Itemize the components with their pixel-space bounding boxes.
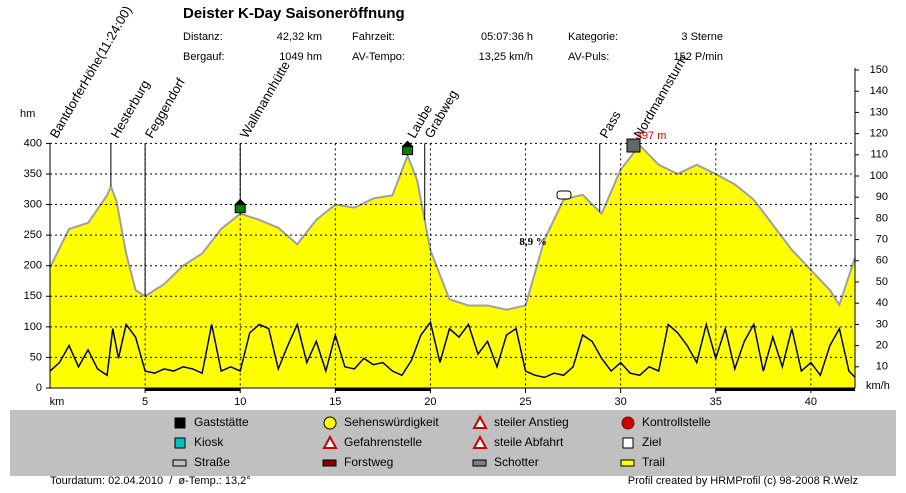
y2-tick-label: 110	[870, 149, 888, 161]
legend-label: Schotter	[494, 455, 539, 469]
y2-axis-label: km/h	[866, 380, 890, 392]
legend-label: steiler Anstieg	[494, 415, 569, 429]
legend-icon	[472, 434, 488, 449]
x-tick-label: 35	[710, 396, 722, 408]
legend-label: Forstweg	[344, 455, 393, 469]
x-tick-label: 40	[805, 396, 817, 408]
legend-swatch	[620, 459, 635, 467]
y-tick-label: 100	[24, 321, 42, 333]
stat-label: AV-Tempo:	[352, 51, 405, 63]
legend-swatch	[322, 459, 337, 467]
legend-icon	[323, 416, 337, 430]
stat-value: 152 P/min	[673, 51, 723, 63]
plot: 0 50 100 150 200 250 300 350 400 5 10 15 20 25 30 35 40 1…	[20, 3, 890, 408]
y-tick-label: 150	[24, 290, 42, 302]
gaststaette-roof	[401, 140, 414, 147]
legend-icon	[622, 437, 634, 449]
x-tick-label: 20	[424, 396, 436, 408]
stat-label: Fahrzeit:	[352, 31, 395, 43]
footer-left: Tourdatum: 02.04.2010 / ø-Temp.: 13,2°	[50, 475, 251, 487]
legend: Gaststätte Sehenswürdigkeit steiler Anstie…	[172, 414, 711, 469]
y2-tick-label: 60	[876, 255, 888, 267]
y2-tick-label: 130	[870, 106, 888, 118]
legend-icon	[322, 434, 338, 449]
gaststaette-roof	[234, 198, 247, 205]
y-tick-label: 300	[24, 198, 42, 210]
y2-tick-label: 80	[876, 212, 888, 224]
y2-tick-label: 40	[876, 297, 888, 309]
legend-icon	[174, 437, 186, 449]
legend-label: Ziel	[642, 435, 661, 449]
footer-right: Profil created by HRMProfil (c) 98-2008 …	[628, 475, 858, 487]
x-axis-label: km	[50, 396, 65, 408]
y-tick-label: 200	[24, 260, 42, 272]
surface-bar	[145, 388, 241, 391]
y-tick-label: 400	[24, 137, 42, 149]
y-axis-label: hm	[20, 108, 35, 120]
y-tick-label: 50	[30, 351, 42, 363]
legend-label: Trail	[642, 455, 665, 469]
x-tick-label: 30	[615, 396, 627, 408]
legend-label: Gaststätte	[194, 415, 249, 429]
annotation: 397 m	[636, 130, 667, 142]
stat-label: Bergauf:	[183, 51, 225, 63]
y2-tick-label: 140	[870, 85, 888, 97]
stat-value: 42,32 km	[277, 31, 322, 43]
stat-value: 13,25 km/h	[479, 51, 533, 63]
y2-tick-label: 10	[876, 361, 888, 373]
legend-swatch	[172, 459, 187, 467]
legend-icon	[472, 414, 488, 429]
x-tick-label: 15	[329, 396, 341, 408]
annotation: 8,9 %	[519, 236, 547, 248]
legend-label: Straße	[194, 455, 230, 469]
legend-label: Sehenswürdigkeit	[344, 415, 439, 429]
elevation-outline	[49, 143, 856, 311]
legend-icon	[621, 416, 635, 430]
tower-icon	[626, 138, 641, 153]
stat-value: 3 Sterne	[681, 31, 723, 43]
legend-label: steile Abfahrt	[494, 435, 564, 449]
stat-value: 05:07:36 h	[481, 31, 533, 43]
y-tick-label: 0	[36, 382, 42, 394]
surface-bar	[335, 388, 431, 391]
gaststaette-icon	[234, 204, 246, 214]
legend-swatch	[472, 459, 487, 467]
x-tick-label: 10	[234, 396, 246, 408]
legend-label: Gefahrenstelle	[344, 435, 422, 449]
y2-tick-label: 150	[870, 64, 888, 76]
surface-bar	[715, 388, 855, 391]
y2-tick-label: 30	[876, 318, 888, 330]
y2-tick-label: 70	[876, 234, 888, 246]
title: Deister K-Day Saisoneröffnung	[183, 5, 405, 22]
x-tick-label: 5	[142, 396, 148, 408]
y-tick-label: 250	[24, 229, 42, 241]
stat-label: Kategorie:	[568, 31, 618, 43]
stat-label: Distanz:	[183, 31, 223, 43]
y2-tick-label: 120	[870, 128, 888, 140]
y2-tick-label: 90	[876, 191, 888, 203]
legend-icon	[174, 417, 186, 429]
speed-line	[49, 320, 856, 379]
legend-box	[10, 410, 896, 476]
y2-tick-label: 20	[876, 340, 888, 352]
stat-value: 1049 hm	[279, 51, 322, 63]
y2-tick-label: 50	[876, 276, 888, 288]
gaststaette-icon	[402, 146, 414, 156]
y2-tick-label: 100	[870, 170, 888, 182]
kiosk-icon	[556, 190, 572, 200]
legend-label: Kontrollstelle	[642, 415, 711, 429]
y-tick-label: 350	[24, 168, 42, 180]
stat-label: AV-Puls:	[568, 51, 609, 63]
x-tick-label: 25	[519, 396, 531, 408]
legend-label: Kiosk	[194, 435, 224, 449]
